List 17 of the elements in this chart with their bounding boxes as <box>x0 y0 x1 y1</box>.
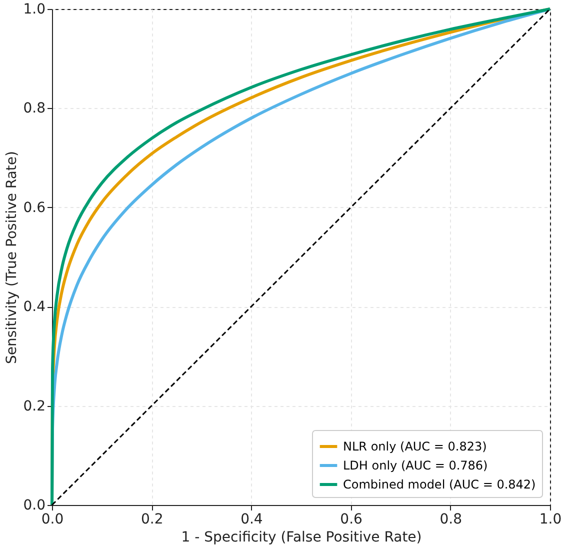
x-tick-label: 0.0 <box>41 512 64 528</box>
y-tick-label: 0.0 <box>23 498 46 514</box>
x-tick-label: 0.6 <box>340 512 363 528</box>
legend-label: NLR only (AUC = 0.823) <box>343 440 487 454</box>
y-axis-title: Sensitivity (True Positive Rate) <box>4 151 20 364</box>
y-tick-label: 0.2 <box>23 398 46 414</box>
x-tick-label: 1.0 <box>539 512 562 528</box>
y-tick-label: 0.6 <box>23 200 46 216</box>
legend-label: Combined model (AUC = 0.842) <box>343 478 536 492</box>
x-tick-label: 0.2 <box>140 512 164 528</box>
y-tick-label: 1.0 <box>23 2 46 18</box>
x-axis-title: 1 - Specificity (False Positive Rate) <box>181 530 422 546</box>
x-tick-label: 0.4 <box>240 512 263 528</box>
y-tick-label: 0.8 <box>23 100 46 117</box>
y-tick-label: 0.4 <box>23 299 46 316</box>
x-tick-label: 0.8 <box>440 512 462 528</box>
legend-label: LDH only (AUC = 0.786) <box>343 458 488 472</box>
